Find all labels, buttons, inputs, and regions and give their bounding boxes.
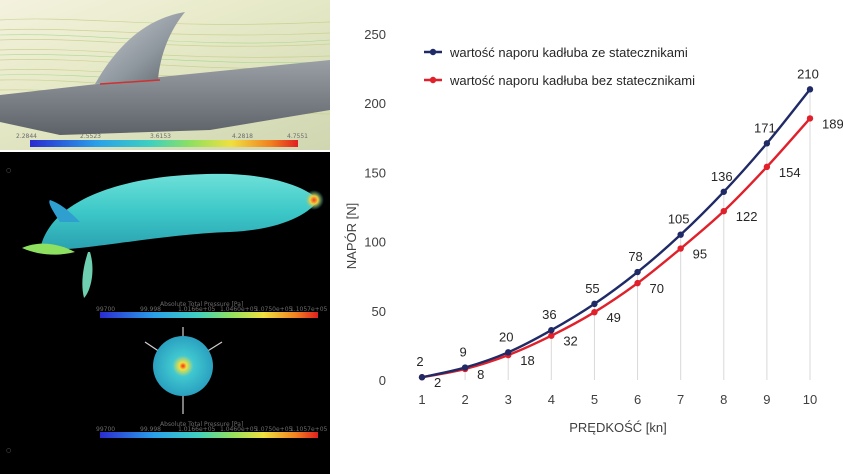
data-point-series-2: [634, 279, 641, 287]
data-label-series-1: 36: [542, 307, 556, 322]
series-layer: [418, 86, 814, 381]
data-point-series-2: [720, 207, 727, 215]
x-tick-label: 9: [763, 392, 770, 407]
y-axis-title: NAPÓR [N]: [344, 203, 359, 269]
data-point-series-2: [763, 163, 771, 171]
data-point-series-1: [461, 364, 469, 371]
flow-simulation-fin-view: 2.2844 2.5523 3.6153 4.2818 4.7551: [0, 0, 330, 150]
data-point-series-2: [806, 115, 814, 122]
middle-scale-label-6: 1.1057e+05: [290, 306, 328, 313]
data-label-series-2: 18: [520, 353, 534, 368]
pressure-simulation-view: ○ Absolute Total Pressure [Pa] 99700 99.…: [0, 152, 330, 474]
data-label-series-2: 32: [563, 334, 577, 349]
legend-marker-1: [429, 48, 437, 56]
bottom-scale-label-3: 1.0166e+05: [178, 426, 216, 433]
y-tick-label: 0: [379, 373, 386, 388]
top-scale-label-3: 3.6153: [150, 133, 171, 140]
top-scale-label-1: 2.2844: [16, 133, 37, 140]
data-point-series-1: [505, 349, 512, 356]
middle-legend-title: Absolute Total Pressure [Pa]: [160, 301, 243, 308]
x-tick-label: 7: [677, 392, 684, 407]
data-label-series-1: 210: [797, 66, 819, 81]
data-label-series-1: 136: [711, 169, 733, 184]
view-marker-top: ○: [6, 167, 11, 174]
x-tick-label: 6: [634, 392, 641, 407]
data-point-series-2: [591, 308, 598, 316]
middle-scale-label-5: 1.0750e+05: [255, 306, 293, 313]
data-label-series-2: 8: [477, 367, 484, 382]
middle-scale-label-2: 99.998: [140, 306, 161, 313]
data-point-series-1: [763, 140, 771, 147]
bottom-scale-label-1: 99700: [96, 426, 115, 433]
y-tick-label: 150: [364, 165, 386, 180]
middle-scale-label-3: 1.0166e+05: [178, 306, 216, 313]
x-axis-ticks: 1 2 3 4 5 6 7 8 9 10: [418, 392, 817, 407]
data-label-series-2: 70: [650, 281, 664, 296]
x-axis-title: PRĘDKOŚĆ [kn]: [569, 420, 667, 435]
x-tick-label: 8: [720, 392, 727, 407]
data-label-series-2: 154: [779, 165, 801, 180]
series-line-2: [421, 117, 811, 379]
data-label-series-1: 78: [628, 249, 642, 264]
data-label-series-2: 189: [822, 116, 843, 131]
data-point-series-1: [634, 268, 641, 276]
thrust-chart: 0 50 100 150 200 250 1 2 3 4 5 6 7 8 9 10 2 9 20 36 55 78 10…: [330, 0, 843, 474]
data-point-series-1: [806, 86, 814, 93]
series-line-1: [421, 88, 811, 379]
bottom-scale-label-2: 99.998: [140, 426, 161, 433]
x-tick-label: 5: [591, 392, 598, 407]
middle-scale-label-1: 99700: [96, 306, 115, 313]
data-label-series-1: 20: [499, 329, 513, 344]
y-tick-label: 50: [372, 304, 386, 319]
data-label-series-1: 9: [459, 345, 466, 360]
x-tick-label: 10: [803, 392, 817, 407]
bottom-scale-label-6: 1.1057e+05: [290, 426, 328, 433]
x-tick-label: 4: [548, 392, 555, 407]
x-tick-label: 3: [505, 392, 512, 407]
data-point-series-1: [720, 188, 727, 195]
data-label-series-1: 55: [585, 281, 599, 296]
data-point-series-1: [677, 231, 684, 238]
y-tick-label: 100: [364, 235, 386, 250]
bottom-legend-title: Absolute Total Pressure [Pa]: [160, 421, 243, 428]
fin-streamlines-image: 2.2844 2.5523 3.6153 4.2818 4.7551: [0, 12, 330, 147]
legend: wartość naporu kadłuba ze statecznikami w…: [424, 45, 695, 88]
x-tick-label: 1: [418, 392, 425, 407]
data-point-series-1: [548, 326, 555, 334]
data-label-series-1: 105: [668, 212, 690, 227]
bottom-scale-label-5: 1.0750e+05: [255, 426, 293, 433]
drop-lines: [421, 89, 811, 380]
data-label-series-1: 171: [754, 120, 776, 135]
data-point-series-1: [418, 374, 426, 381]
data-point-series-2: [548, 332, 555, 339]
data-label-series-1: 2: [416, 354, 423, 369]
data-label-series-2: 122: [736, 209, 758, 224]
legend-label-1: wartość naporu kadłuba ze statecznikami: [449, 45, 688, 60]
middle-scale-label-4: 1.0460e+05: [220, 306, 258, 313]
legend-marker-2: [429, 76, 437, 84]
y-tick-label: 250: [364, 27, 386, 42]
legend-label-2: wartość naporu kadłuba bez statecznikami: [449, 73, 695, 88]
data-labels: 2 9 20 36 55 78 105 136 171 210 2 8 18 32 49 70 95 122 154…: [416, 66, 843, 390]
data-point-series-2: [677, 245, 684, 252]
view-marker-bottom: ○: [6, 447, 11, 454]
y-axis-ticks: 0 50 100 150 200 250: [364, 27, 386, 388]
data-label-series-2: 2: [434, 375, 441, 390]
data-point-series-1: [591, 300, 598, 308]
hull-pressure-image: ○ Absolute Total Pressure [Pa] 99700 99.…: [6, 167, 328, 454]
y-tick-label: 200: [364, 96, 386, 111]
x-tick-label: 2: [461, 392, 468, 407]
data-label-series-2: 49: [606, 310, 620, 325]
data-label-series-2: 95: [693, 247, 707, 262]
top-scale-label-2: 2.5523: [80, 133, 101, 140]
top-scale-label-4: 4.2818: [232, 133, 253, 140]
bottom-scale-label-4: 1.0460e+05: [220, 426, 258, 433]
top-scale-label-5: 4.7551: [287, 133, 308, 140]
